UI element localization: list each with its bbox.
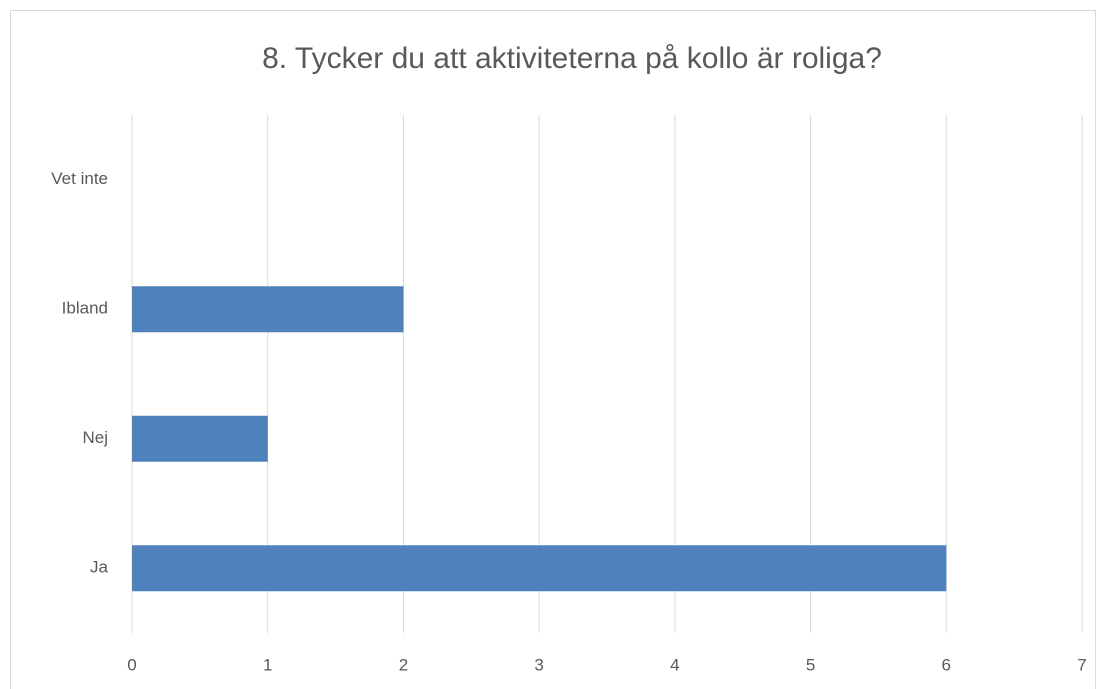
chart-title: 8. Tycker du att aktiviteterna på kollo … (262, 42, 882, 75)
bar (132, 545, 947, 592)
y-tick-label: Ibland (62, 299, 108, 318)
y-tick-label: Ja (90, 558, 109, 577)
bar (132, 415, 268, 462)
x-tick-label: 7 (1077, 655, 1086, 674)
x-tick-label: 1 (263, 655, 272, 674)
x-tick-label: 3 (534, 655, 543, 674)
y-tick-label: Vet inte (51, 169, 108, 188)
x-tick-label: 6 (942, 655, 951, 674)
x-tick-label: 2 (399, 655, 408, 674)
x-tick-label: 0 (127, 655, 136, 674)
y-tick-label: Nej (82, 428, 108, 447)
x-tick-label: 5 (806, 655, 815, 674)
bar (132, 286, 404, 333)
x-tick-label: 4 (670, 655, 679, 674)
